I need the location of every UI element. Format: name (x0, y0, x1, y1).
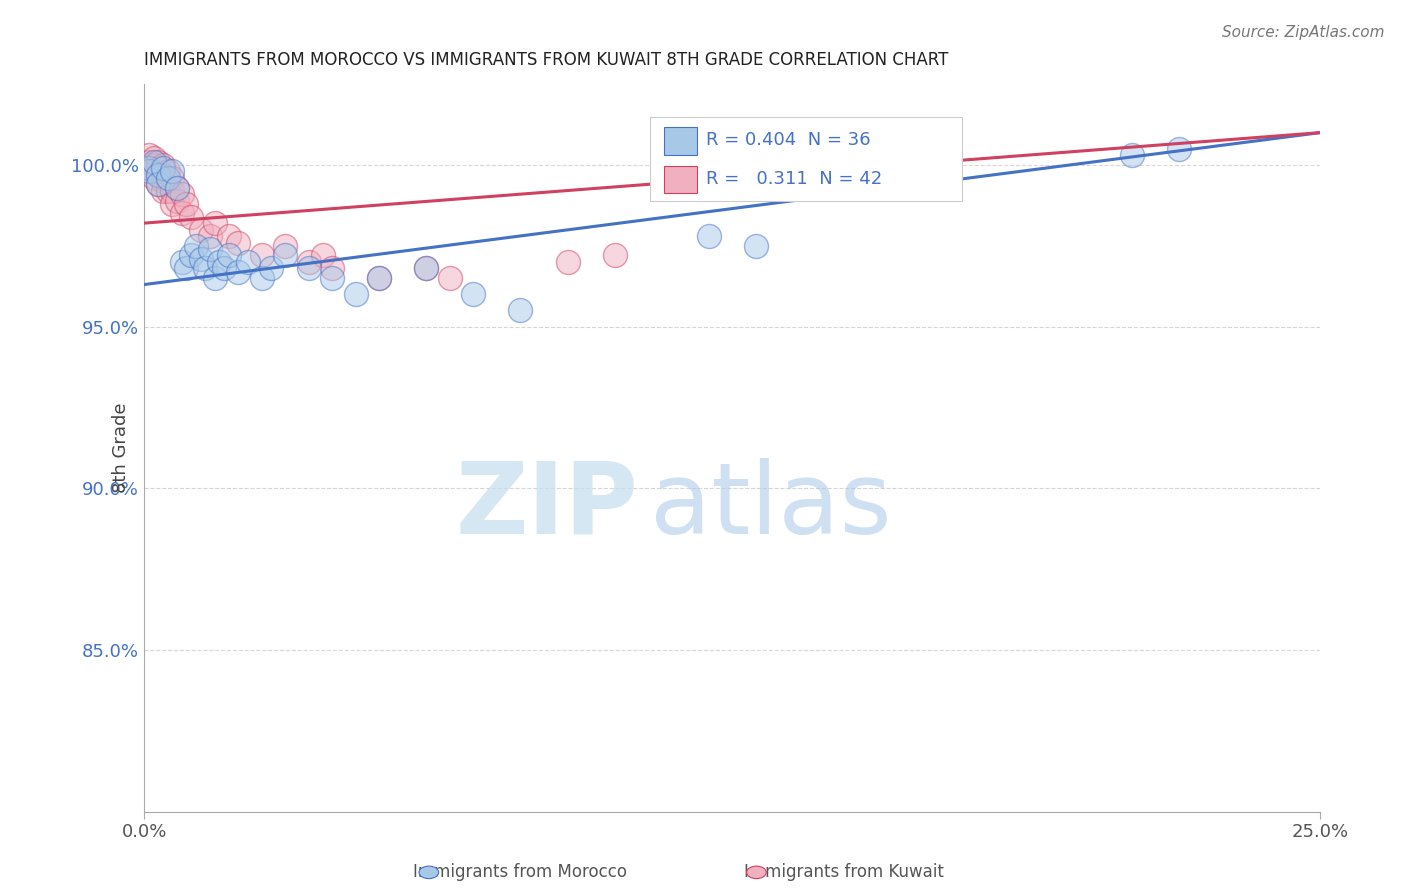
Point (138, 164, 160, 178)
Point (368, 271, 391, 285)
Point (226, 265, 249, 279)
Point (142, 164, 165, 178)
Point (142, 170, 165, 185)
Point (162, 184, 184, 198)
Point (180, 248, 202, 262)
Text: R = 0.404  N = 36: R = 0.404 N = 36 (706, 131, 870, 150)
Point (368, 271, 391, 285)
Point (170, 187, 193, 202)
Point (212, 261, 235, 276)
Point (190, 252, 212, 266)
Point (148, 168, 170, 182)
Point (208, 255, 231, 269)
Point (439, 271, 461, 285)
Point (509, 303, 531, 318)
Point (148, 154, 170, 169)
Point (204, 271, 226, 285)
Point (156, 184, 179, 198)
Point (156, 164, 179, 178)
Point (138, 161, 160, 176)
Point (166, 180, 188, 194)
Point (260, 261, 283, 276)
Point (204, 216, 226, 230)
Text: Immigrants from Kuwait: Immigrants from Kuwait (744, 863, 943, 881)
Point (180, 210, 202, 224)
Point (250, 248, 273, 262)
Text: Source: ZipAtlas.com: Source: ZipAtlas.com (1222, 25, 1385, 40)
Text: Immigrants from Morocco: Immigrants from Morocco (413, 863, 627, 881)
Point (190, 222, 212, 236)
Point (142, 154, 165, 169)
Point (312, 248, 335, 262)
Point (148, 178, 170, 192)
FancyBboxPatch shape (650, 117, 962, 201)
Point (744, 239, 766, 253)
Point (274, 239, 297, 253)
Point (142, 152, 165, 166)
Point (250, 271, 273, 285)
Point (162, 170, 184, 185)
Point (697, 229, 720, 244)
Point (198, 242, 221, 256)
Point (176, 196, 198, 211)
Point (170, 255, 193, 269)
Text: ZIP: ZIP (456, 458, 638, 555)
Bar (664, 128, 697, 155)
Point (298, 261, 321, 276)
Point (321, 271, 343, 285)
Point (148, 178, 170, 192)
Y-axis label: 8th Grade: 8th Grade (112, 402, 131, 493)
Point (463, 287, 485, 301)
Point (1121, 148, 1143, 162)
Text: IMMIGRANTS FROM MOROCCO VS IMMIGRANTS FROM KUWAIT 8TH GRADE CORRELATION CHART: IMMIGRANTS FROM MOROCCO VS IMMIGRANTS FR… (143, 51, 949, 69)
Point (162, 196, 184, 211)
Point (156, 174, 179, 188)
Point (138, 148, 160, 162)
Text: R =   0.311  N = 42: R = 0.311 N = 42 (706, 169, 883, 187)
Bar (664, 166, 697, 194)
Point (226, 235, 249, 250)
Point (557, 255, 579, 269)
Point (603, 248, 626, 262)
Point (344, 287, 367, 301)
Point (152, 161, 174, 176)
Point (142, 158, 165, 172)
Point (170, 206, 193, 220)
Point (298, 255, 321, 269)
Point (236, 255, 259, 269)
Point (194, 261, 217, 276)
Point (218, 229, 240, 244)
Point (1168, 142, 1191, 156)
Point (152, 158, 174, 172)
Text: atlas: atlas (650, 458, 891, 555)
Point (152, 168, 174, 182)
Point (274, 248, 297, 262)
Point (321, 261, 343, 276)
Point (166, 194, 188, 208)
Point (148, 168, 170, 182)
Point (138, 154, 160, 169)
Point (415, 261, 437, 276)
Point (218, 248, 240, 262)
Point (138, 161, 160, 176)
Point (152, 184, 174, 198)
Point (162, 164, 184, 178)
Point (148, 161, 170, 176)
Point (198, 229, 221, 244)
Point (415, 261, 437, 276)
Point (184, 239, 207, 253)
Point (156, 170, 179, 185)
Point (166, 180, 188, 194)
Point (152, 174, 174, 188)
Point (176, 261, 198, 276)
